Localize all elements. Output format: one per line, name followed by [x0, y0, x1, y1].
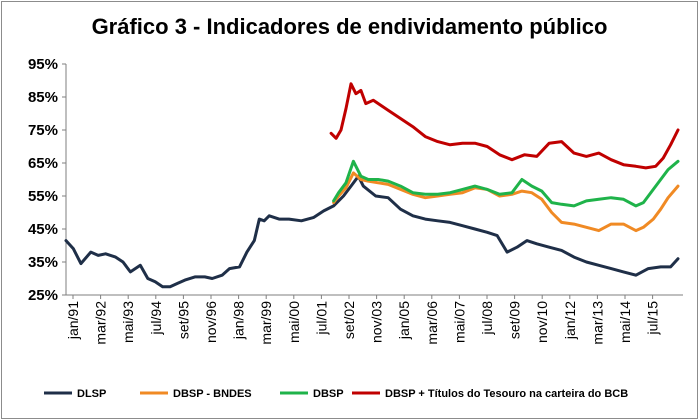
series-line-3 — [329, 82, 680, 170]
x-tick-label: jan/98 — [231, 301, 247, 340]
y-tick-label: 75% — [28, 122, 58, 139]
x-tick-label: mar/99 — [258, 301, 274, 345]
x-tick-label: mai/14 — [617, 301, 633, 343]
x-tick-label: jul/94 — [148, 301, 164, 336]
x-tick-label: set/02 — [341, 301, 357, 339]
y-tick-label: 55% — [28, 188, 58, 205]
x-tick-label: jan/05 — [396, 301, 412, 340]
x-tick-label: jan/12 — [562, 301, 578, 340]
x-tick-label: mar/06 — [424, 301, 440, 345]
x-tick-label: jan/91 — [65, 301, 81, 340]
y-tick-label: 25% — [28, 287, 58, 304]
x-tick-label: nov/96 — [203, 301, 219, 343]
series-line-1 — [332, 171, 680, 233]
series-line-0 — [64, 174, 680, 289]
x-tick-label: jul/01 — [313, 301, 329, 336]
x-tick-label: jul/08 — [479, 301, 495, 336]
x-tick-label: mai/07 — [451, 301, 467, 343]
y-tick-label: 65% — [28, 155, 58, 172]
legend-label-0: DLSP — [77, 388, 106, 400]
x-tick-label: set/95 — [175, 301, 191, 339]
chart-title: Gráfico 3 - Indicadores de endividamento… — [91, 14, 608, 39]
legend-label-2: DBSP — [313, 388, 344, 400]
y-tick-label: 95% — [28, 56, 58, 73]
x-tick-label: mar/92 — [93, 301, 109, 345]
y-tick-label: 35% — [28, 254, 58, 271]
x-tick-label: mar/13 — [589, 301, 605, 345]
legend-label-3: DBSP + Títulos do Tesouro na carteira do… — [385, 388, 628, 400]
x-tick-label: mai/93 — [120, 301, 136, 343]
x-tick-label: set/09 — [507, 301, 523, 339]
y-tick-label: 45% — [28, 221, 58, 238]
legend-label-1: DBSP - BNDES — [173, 388, 252, 400]
x-tick-label: mai/00 — [286, 301, 302, 343]
x-tick-label: jul/15 — [645, 301, 661, 336]
x-tick-label: nov/03 — [369, 301, 385, 343]
y-tick-label: 85% — [28, 89, 58, 106]
x-tick-label: nov/10 — [534, 301, 550, 343]
series-line-2 — [332, 159, 680, 208]
